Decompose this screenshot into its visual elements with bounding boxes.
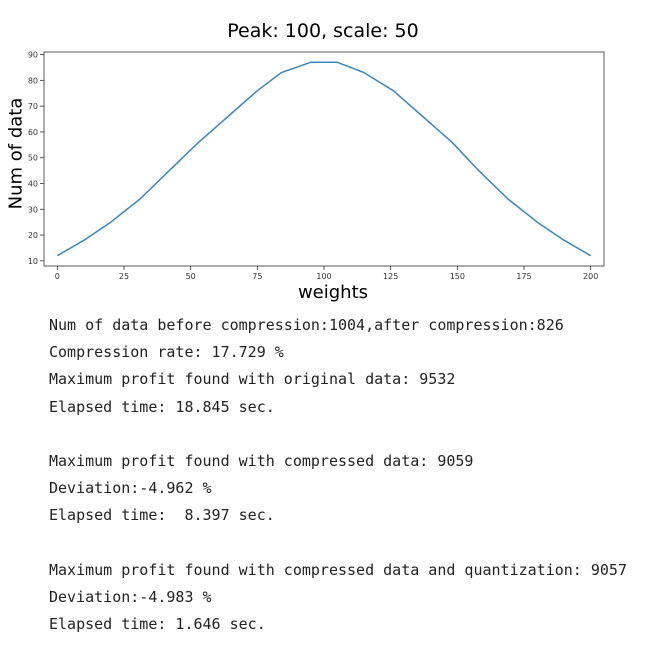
y-tick-label: 40 bbox=[28, 179, 38, 188]
console-line: Elapsed time: 18.845 sec. bbox=[49, 397, 275, 416]
x-tick-label: 200 bbox=[583, 272, 598, 281]
y-tick-label: 20 bbox=[28, 231, 38, 240]
console-line bbox=[49, 530, 627, 557]
x-tick-label: 125 bbox=[383, 272, 398, 281]
y-tick-label: 70 bbox=[28, 102, 38, 111]
plot-frame bbox=[43, 51, 605, 267]
x-tick-label: 75 bbox=[252, 272, 262, 281]
chart: Peak: 100, scale: 50 Num of data 0 25 50 75… bbox=[0, 0, 646, 310]
console-line bbox=[49, 421, 627, 448]
x-tick-label: 0 bbox=[55, 272, 60, 281]
x-tick-label: 50 bbox=[186, 272, 196, 281]
console-line: Num of data before compression:1004,afte… bbox=[49, 316, 564, 334]
x-tick-label: 25 bbox=[119, 272, 129, 281]
x-tick-label: 175 bbox=[516, 272, 531, 281]
y-tick-label: 50 bbox=[28, 154, 38, 163]
x-tick-label: 100 bbox=[316, 272, 331, 281]
plot-area: 0 25 50 75 100 125 150 175 200 10 20 30 40 50 60 70 80 90 bbox=[28, 51, 605, 281]
console-line: Compression rate: 17.729 % bbox=[49, 343, 284, 362]
y-tick-label: 80 bbox=[28, 76, 38, 85]
console-line: Deviation:-4.983 % bbox=[49, 587, 212, 606]
console-line: Maximum profit found with compressed dat… bbox=[49, 560, 627, 579]
x-axis-label: weights bbox=[297, 282, 369, 303]
y-tick-label: 30 bbox=[28, 205, 38, 214]
y-tick-label: 60 bbox=[28, 128, 38, 137]
x-tick-label: 150 bbox=[450, 272, 465, 281]
console-line: Maximum profit found with original data:… bbox=[49, 370, 456, 389]
console-line: Deviation:-4.962 % bbox=[49, 479, 212, 498]
y-tick-label: 10 bbox=[28, 257, 38, 266]
console-line: Maximum profit found with compressed dat… bbox=[49, 451, 474, 470]
chart-title: Peak: 100, scale: 50 bbox=[227, 20, 419, 42]
console-line: Elapsed time: 1.646 sec. bbox=[49, 615, 266, 634]
series-line bbox=[56, 61, 592, 257]
console-line: Elapsed time: 8.397 sec. bbox=[49, 506, 275, 525]
console-output: Num of data before compression:1004,afte… bbox=[49, 312, 627, 638]
y-tick-label: 90 bbox=[28, 51, 38, 60]
